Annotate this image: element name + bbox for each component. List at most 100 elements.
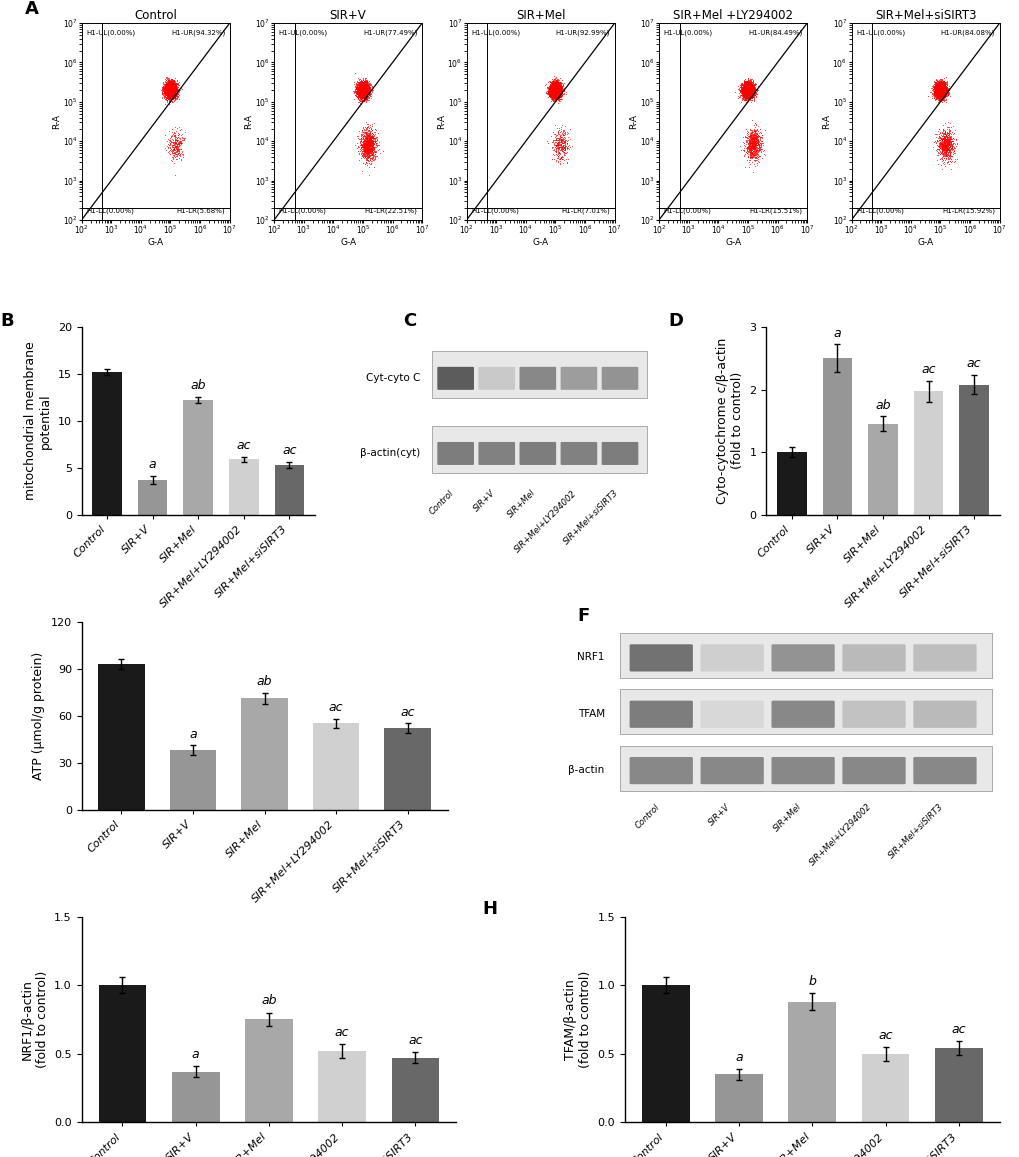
Point xyxy=(735,80,751,98)
Point xyxy=(158,88,174,106)
Point xyxy=(741,84,757,103)
Point xyxy=(738,76,754,95)
Point xyxy=(164,72,180,90)
Point xyxy=(351,79,367,97)
Point xyxy=(740,83,756,102)
Point xyxy=(157,83,173,102)
Point xyxy=(355,145,371,163)
Point xyxy=(160,83,176,102)
Point xyxy=(929,128,946,147)
Point xyxy=(744,79,760,97)
Point xyxy=(929,78,946,96)
Point xyxy=(363,137,379,155)
Point xyxy=(162,89,178,108)
Point xyxy=(737,87,753,105)
Point xyxy=(932,130,949,148)
Point xyxy=(357,81,373,100)
Point xyxy=(930,81,947,100)
Point xyxy=(365,145,381,163)
Point xyxy=(551,82,568,101)
Point xyxy=(356,87,372,105)
Point xyxy=(547,82,564,101)
Point xyxy=(943,139,959,157)
Point xyxy=(351,86,367,104)
Point xyxy=(742,83,758,102)
Point xyxy=(159,82,175,101)
Point xyxy=(165,80,181,98)
Point xyxy=(353,83,369,102)
Point xyxy=(357,132,373,150)
Point xyxy=(543,80,559,98)
Point xyxy=(925,80,942,98)
Point xyxy=(742,84,758,103)
Point xyxy=(739,80,755,98)
Point xyxy=(355,81,371,100)
Point xyxy=(549,88,566,106)
Point xyxy=(545,76,561,95)
Point xyxy=(551,78,568,96)
Point xyxy=(736,79,752,97)
Point xyxy=(931,80,948,98)
Point xyxy=(546,78,562,96)
Point xyxy=(164,141,180,160)
Point xyxy=(553,83,570,102)
Point xyxy=(159,84,175,103)
Point xyxy=(931,78,948,96)
Point xyxy=(160,82,176,101)
Point xyxy=(741,80,757,98)
Point xyxy=(744,82,760,101)
Point xyxy=(935,133,952,152)
Point xyxy=(739,74,755,93)
Point xyxy=(546,83,562,102)
Point xyxy=(551,82,568,101)
Point xyxy=(165,72,181,90)
Point xyxy=(545,91,561,110)
Point xyxy=(926,79,943,97)
Point xyxy=(739,84,755,103)
Point xyxy=(160,80,176,98)
Point xyxy=(360,82,376,101)
Point xyxy=(731,88,747,106)
Point xyxy=(936,83,953,102)
Point xyxy=(739,79,755,97)
Point xyxy=(158,79,174,97)
Point xyxy=(163,81,179,100)
Point xyxy=(736,84,752,103)
Point xyxy=(159,81,175,100)
Point xyxy=(161,79,177,97)
Point xyxy=(161,78,177,96)
Point xyxy=(158,82,174,101)
Point xyxy=(164,79,180,97)
Point xyxy=(932,82,949,101)
Point xyxy=(935,80,952,98)
Point xyxy=(547,84,564,103)
Point xyxy=(741,149,757,168)
Point xyxy=(934,72,951,90)
Point xyxy=(738,86,754,104)
Point xyxy=(159,75,175,94)
Point xyxy=(742,81,758,100)
Point xyxy=(927,79,944,97)
Point xyxy=(738,83,754,102)
Point xyxy=(355,81,371,100)
Point xyxy=(930,84,947,103)
Point xyxy=(737,80,753,98)
Point xyxy=(546,90,562,109)
Point xyxy=(738,76,754,95)
Point xyxy=(355,74,371,93)
Point xyxy=(935,80,952,98)
Point xyxy=(544,93,560,111)
Point xyxy=(357,134,373,153)
Point xyxy=(935,135,952,154)
Point xyxy=(168,140,184,159)
Point xyxy=(357,123,373,141)
Point xyxy=(160,80,176,98)
Point xyxy=(926,84,943,103)
Point xyxy=(931,81,948,100)
Point xyxy=(357,76,373,95)
Point xyxy=(930,74,947,93)
Point xyxy=(551,80,568,98)
Point xyxy=(356,76,372,95)
Point xyxy=(350,75,366,94)
Point xyxy=(356,82,372,101)
